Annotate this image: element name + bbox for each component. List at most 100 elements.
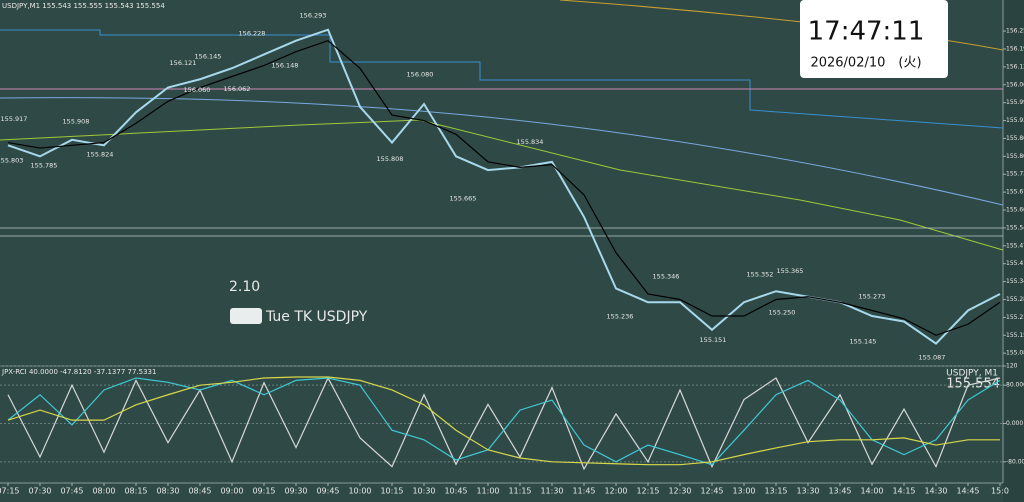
x-tick-label: 10:00 bbox=[348, 487, 371, 496]
price-annotation: 156.293 bbox=[300, 12, 327, 20]
clock-date: 2026/02/10 (火) bbox=[810, 56, 921, 71]
price-annotation: 156.121 bbox=[170, 59, 197, 67]
series-line bbox=[7, 377, 1001, 466]
price-annotation: 155.365 bbox=[777, 267, 804, 275]
y-tick-label: 156.060 bbox=[1006, 81, 1024, 88]
x-tick-label: 12:45 bbox=[700, 487, 723, 496]
price-annotation: 155.145 bbox=[850, 338, 877, 346]
y-tick-label: 156.255 bbox=[1006, 28, 1024, 35]
price-annotation: 155.352 bbox=[747, 271, 774, 279]
price-annotation: 155.236 bbox=[607, 313, 634, 321]
x-tick-label: 09:45 bbox=[316, 487, 339, 496]
x-tick-label: 08:30 bbox=[156, 487, 179, 496]
x-tick-label: 13:45 bbox=[828, 487, 851, 496]
y-tick-label: 155.605 bbox=[1006, 207, 1024, 214]
y-tick-label: 155.540 bbox=[1006, 224, 1024, 231]
y-tick-label: 155.930 bbox=[1006, 117, 1024, 124]
indicator-header: JPX-RCI 40.0000 -47.8120 -37.1377 77.533… bbox=[1, 368, 156, 376]
price-axis-bg bbox=[1003, 0, 1024, 502]
x-tick-label: 08:15 bbox=[124, 487, 147, 496]
x-tick-label: 14:30 bbox=[924, 487, 947, 496]
x-tick-label: 14:15 bbox=[892, 487, 915, 496]
x-tick-label: 11:15 bbox=[508, 487, 531, 496]
ma-line bbox=[0, 97, 1004, 206]
y-tick-label: 155.085 bbox=[1006, 350, 1024, 357]
x-tick-label: 10:45 bbox=[444, 487, 467, 496]
x-tick-label: 09:30 bbox=[284, 487, 307, 496]
y-tick-label: 155.280 bbox=[1006, 296, 1024, 303]
x-tick-label: 10:15 bbox=[380, 487, 403, 496]
x-tick-label: 14:00 bbox=[860, 487, 883, 496]
x-tick-label: 09:15 bbox=[252, 487, 275, 496]
price-annotation: 155.087 bbox=[919, 354, 946, 362]
x-tick-label: 14:45 bbox=[956, 487, 979, 496]
redacted-logo bbox=[230, 308, 262, 324]
price-annotation: 155.803 bbox=[0, 157, 23, 165]
price-annotation: 156.060 bbox=[184, 86, 211, 94]
chart-header: USDJPY,M1 155.543 155.555 155.543 155.55… bbox=[2, 2, 165, 10]
price-annotation: 155.151 bbox=[700, 336, 727, 344]
price-annotation: 156.062 bbox=[224, 85, 251, 93]
price-annotation: 155.808 bbox=[377, 155, 404, 163]
price-annotation: 155.834 bbox=[517, 138, 544, 146]
y-tick-label: 155.800 bbox=[1006, 153, 1024, 160]
x-tick-label: 07:45 bbox=[60, 487, 83, 496]
x-tick-label: 12:30 bbox=[668, 487, 691, 496]
price-annotation: 156.228 bbox=[239, 30, 266, 38]
y-tick-label: 155.215 bbox=[1006, 314, 1024, 321]
x-tick-label: 10:30 bbox=[412, 487, 435, 496]
y-tick-label: 120 bbox=[1006, 363, 1018, 370]
price-annotation: 155.250 bbox=[769, 309, 796, 317]
step-line bbox=[0, 29, 1004, 129]
clock-time: 17:47:11 bbox=[808, 17, 925, 47]
price-annotation: 155.346 bbox=[653, 272, 680, 280]
x-tick-label: 07:30 bbox=[28, 487, 51, 496]
x-tick-label: 11:30 bbox=[540, 487, 563, 496]
y-tick-label: 0.000 bbox=[1006, 420, 1023, 427]
price-annotation: 155.908 bbox=[63, 118, 90, 126]
step-line bbox=[0, 119, 1004, 251]
price-annotation: 155.273 bbox=[859, 292, 886, 300]
x-tick-label: 08:00 bbox=[92, 487, 115, 496]
x-tick-label: 13:00 bbox=[732, 487, 755, 496]
x-tick-label: 07:15 bbox=[0, 487, 20, 496]
y-tick-label: 155.410 bbox=[1006, 260, 1024, 267]
x-tick-label: 08:45 bbox=[188, 487, 211, 496]
x-tick-label: 13:30 bbox=[796, 487, 819, 496]
price-annotation: 155.824 bbox=[87, 151, 114, 159]
symbol-label: USDJPY, M1 bbox=[946, 369, 998, 379]
overlay-date: 2.10 bbox=[229, 279, 260, 295]
series-line bbox=[7, 376, 1000, 466]
y-tick-label: 155.150 bbox=[1006, 332, 1024, 339]
x-tick-label: 12:00 bbox=[604, 487, 627, 496]
price-annotation: 156.145 bbox=[195, 52, 222, 60]
y-tick-label: 156.190 bbox=[1006, 45, 1024, 52]
price-annotation: 155.917 bbox=[1, 115, 28, 123]
y-tick-label: 156.125 bbox=[1006, 63, 1024, 70]
y-tick-label: 155.475 bbox=[1006, 242, 1024, 249]
x-tick-label: 12:15 bbox=[636, 487, 659, 496]
y-tick-label: 80.0000 bbox=[1006, 382, 1024, 389]
x-tick-label: 15:0 bbox=[991, 487, 1009, 496]
x-tick-label: 11:00 bbox=[476, 487, 499, 496]
y-tick-label: 155.735 bbox=[1006, 171, 1024, 178]
x-tick-label: 11:45 bbox=[572, 487, 595, 496]
ma-line bbox=[559, 0, 1004, 51]
y-tick-label: 155.995 bbox=[1006, 99, 1024, 106]
y-tick-label: 155.670 bbox=[1006, 189, 1024, 196]
clock-box bbox=[800, 0, 948, 78]
price-annotation: 156.148 bbox=[272, 62, 299, 70]
x-tick-label: 13:15 bbox=[764, 487, 787, 496]
price-annotation: 156.080 bbox=[407, 70, 434, 78]
x-tick-label: 09:00 bbox=[220, 487, 243, 496]
overlay-label: Tue TK USDJPY bbox=[265, 309, 368, 325]
y-tick-label: 155.345 bbox=[1006, 278, 1024, 285]
y-tick-label: 155.865 bbox=[1006, 135, 1024, 142]
series-line bbox=[7, 40, 1001, 336]
price-annotation: 155.665 bbox=[450, 194, 477, 202]
price-annotation: 155.785 bbox=[31, 161, 58, 169]
y-tick-label: -80.0000 bbox=[1006, 458, 1024, 465]
